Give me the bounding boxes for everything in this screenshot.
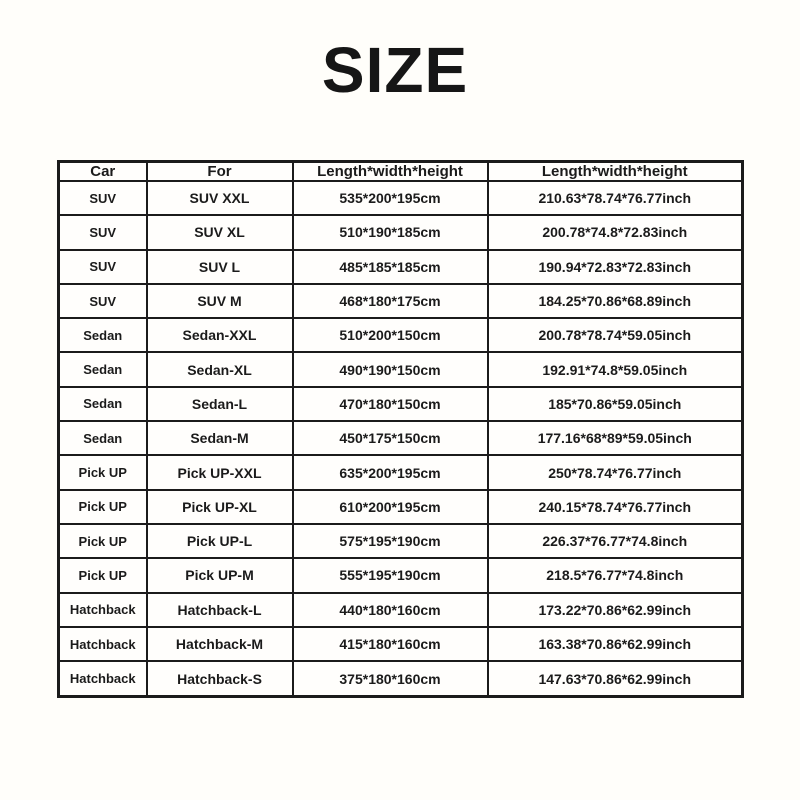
cell-for: SUV XXL: [145, 179, 294, 217]
table-row: Sedan Sedan-L 470*180*150cm 185*70.86*59…: [57, 385, 744, 423]
table-row: Pick UP Pick UP-L 575*195*190cm 226.37*7…: [57, 522, 744, 560]
size-chart-table: Car For Length*width*height Length*width…: [57, 160, 744, 698]
cell-for: Sedan-L: [145, 385, 294, 423]
cell-cm: 555*195*190cm: [291, 557, 489, 594]
cell-cm: 468*180*175cm: [291, 282, 489, 320]
cell-car: Hatchback: [57, 660, 148, 698]
cell-cm: 450*175*150cm: [291, 420, 489, 457]
cell-car: Sedan: [57, 420, 148, 457]
cell-for: Pick UP-XXL: [145, 454, 294, 491]
table-row: Pick UP Pick UP-XL 610*200*195cm 240.15*…: [57, 488, 744, 525]
cell-cm: 575*195*190cm: [291, 522, 489, 560]
table-row: Sedan Sedan-XXL 510*200*150cm 200.78*78.…: [57, 317, 744, 354]
cell-inch: 185*70.86*59.05inch: [486, 385, 744, 423]
header-size-cm: Length*width*height: [291, 160, 489, 182]
cell-car: Sedan: [57, 385, 148, 423]
cell-car: Hatchback: [57, 591, 148, 628]
cell-cm: 415*180*160cm: [291, 625, 489, 663]
header-car: Car: [57, 160, 148, 182]
cell-for: SUV L: [145, 248, 294, 285]
table-row: Pick UP Pick UP-XXL 635*200*195cm 250*78…: [57, 454, 744, 491]
cell-inch: 177.16*68*89*59.05inch: [486, 420, 744, 457]
table-row: Sedan Sedan-XL 490*190*150cm 192.91*74.8…: [57, 351, 744, 388]
table-row: Hatchback Hatchback-S 375*180*160cm 147.…: [57, 660, 744, 698]
cell-car: SUV: [57, 282, 148, 320]
page-title: SIZE: [321, 34, 469, 106]
cell-inch: 200.78*78.74*59.05inch: [486, 317, 744, 354]
cell-car: Pick UP: [57, 557, 148, 594]
cell-cm: 485*185*185cm: [291, 248, 489, 285]
cell-for: Hatchback-M: [145, 625, 294, 663]
cell-for: SUV XL: [145, 214, 294, 251]
cell-for: Hatchback-S: [145, 660, 294, 698]
cell-inch: 200.78*74.8*72.83inch: [486, 214, 744, 251]
header-for: For: [145, 160, 294, 182]
cell-cm: 610*200*195cm: [291, 488, 489, 525]
cell-cm: 375*180*160cm: [291, 660, 489, 698]
cell-car: Hatchback: [57, 625, 148, 663]
table-row: Hatchback Hatchback-M 415*180*160cm 163.…: [57, 625, 744, 663]
cell-cm: 535*200*195cm: [291, 179, 489, 217]
cell-for: SUV M: [145, 282, 294, 320]
cell-inch: 173.22*70.86*62.99inch: [486, 591, 744, 628]
cell-inch: 226.37*76.77*74.8inch: [486, 522, 744, 560]
cell-for: Pick UP-M: [145, 557, 294, 594]
header-size-inch: Length*width*height: [486, 160, 744, 182]
cell-for: Sedan-M: [145, 420, 294, 457]
cell-inch: 210.63*78.74*76.77inch: [486, 179, 744, 217]
cell-inch: 184.25*70.86*68.89inch: [486, 282, 744, 320]
cell-inch: 250*78.74*76.77inch: [486, 454, 744, 491]
cell-inch: 163.38*70.86*62.99inch: [486, 625, 744, 663]
cell-inch: 240.15*78.74*76.77inch: [486, 488, 744, 525]
table-row: SUV SUV XL 510*190*185cm 200.78*74.8*72.…: [57, 214, 744, 251]
cell-cm: 635*200*195cm: [291, 454, 489, 491]
cell-cm: 470*180*150cm: [291, 385, 489, 423]
cell-for: Sedan-XL: [145, 351, 294, 388]
cell-inch: 218.5*76.77*74.8inch: [486, 557, 744, 594]
table-header-row: Car For Length*width*height Length*width…: [57, 160, 744, 182]
cell-for: Pick UP-L: [145, 522, 294, 560]
cell-car: Sedan: [57, 351, 148, 388]
cell-car: Pick UP: [57, 488, 148, 525]
table-row: SUV SUV L 485*185*185cm 190.94*72.83*72.…: [57, 248, 744, 285]
cell-inch: 190.94*72.83*72.83inch: [486, 248, 744, 285]
cell-cm: 490*190*150cm: [291, 351, 489, 388]
cell-car: SUV: [57, 214, 148, 251]
table-row: Sedan Sedan-M 450*175*150cm 177.16*68*89…: [57, 420, 744, 457]
table-row: SUV SUV XXL 535*200*195cm 210.63*78.74*7…: [57, 179, 744, 217]
cell-inch: 192.91*74.8*59.05inch: [486, 351, 744, 388]
cell-car: SUV: [57, 179, 148, 217]
cell-car: SUV: [57, 248, 148, 285]
cell-for: Pick UP-XL: [145, 488, 294, 525]
cell-car: Pick UP: [57, 522, 148, 560]
cell-for: Sedan-XXL: [145, 317, 294, 354]
table-row: Pick UP Pick UP-M 555*195*190cm 218.5*76…: [57, 557, 744, 594]
cell-cm: 510*200*150cm: [291, 317, 489, 354]
cell-inch: 147.63*70.86*62.99inch: [486, 660, 744, 698]
cell-cm: 510*190*185cm: [291, 214, 489, 251]
cell-for: Hatchback-L: [145, 591, 294, 628]
cell-car: Sedan: [57, 317, 148, 354]
cell-cm: 440*180*160cm: [291, 591, 489, 628]
table-row: SUV SUV M 468*180*175cm 184.25*70.86*68.…: [57, 282, 744, 320]
table-row: Hatchback Hatchback-L 440*180*160cm 173.…: [57, 591, 744, 628]
cell-car: Pick UP: [57, 454, 148, 491]
